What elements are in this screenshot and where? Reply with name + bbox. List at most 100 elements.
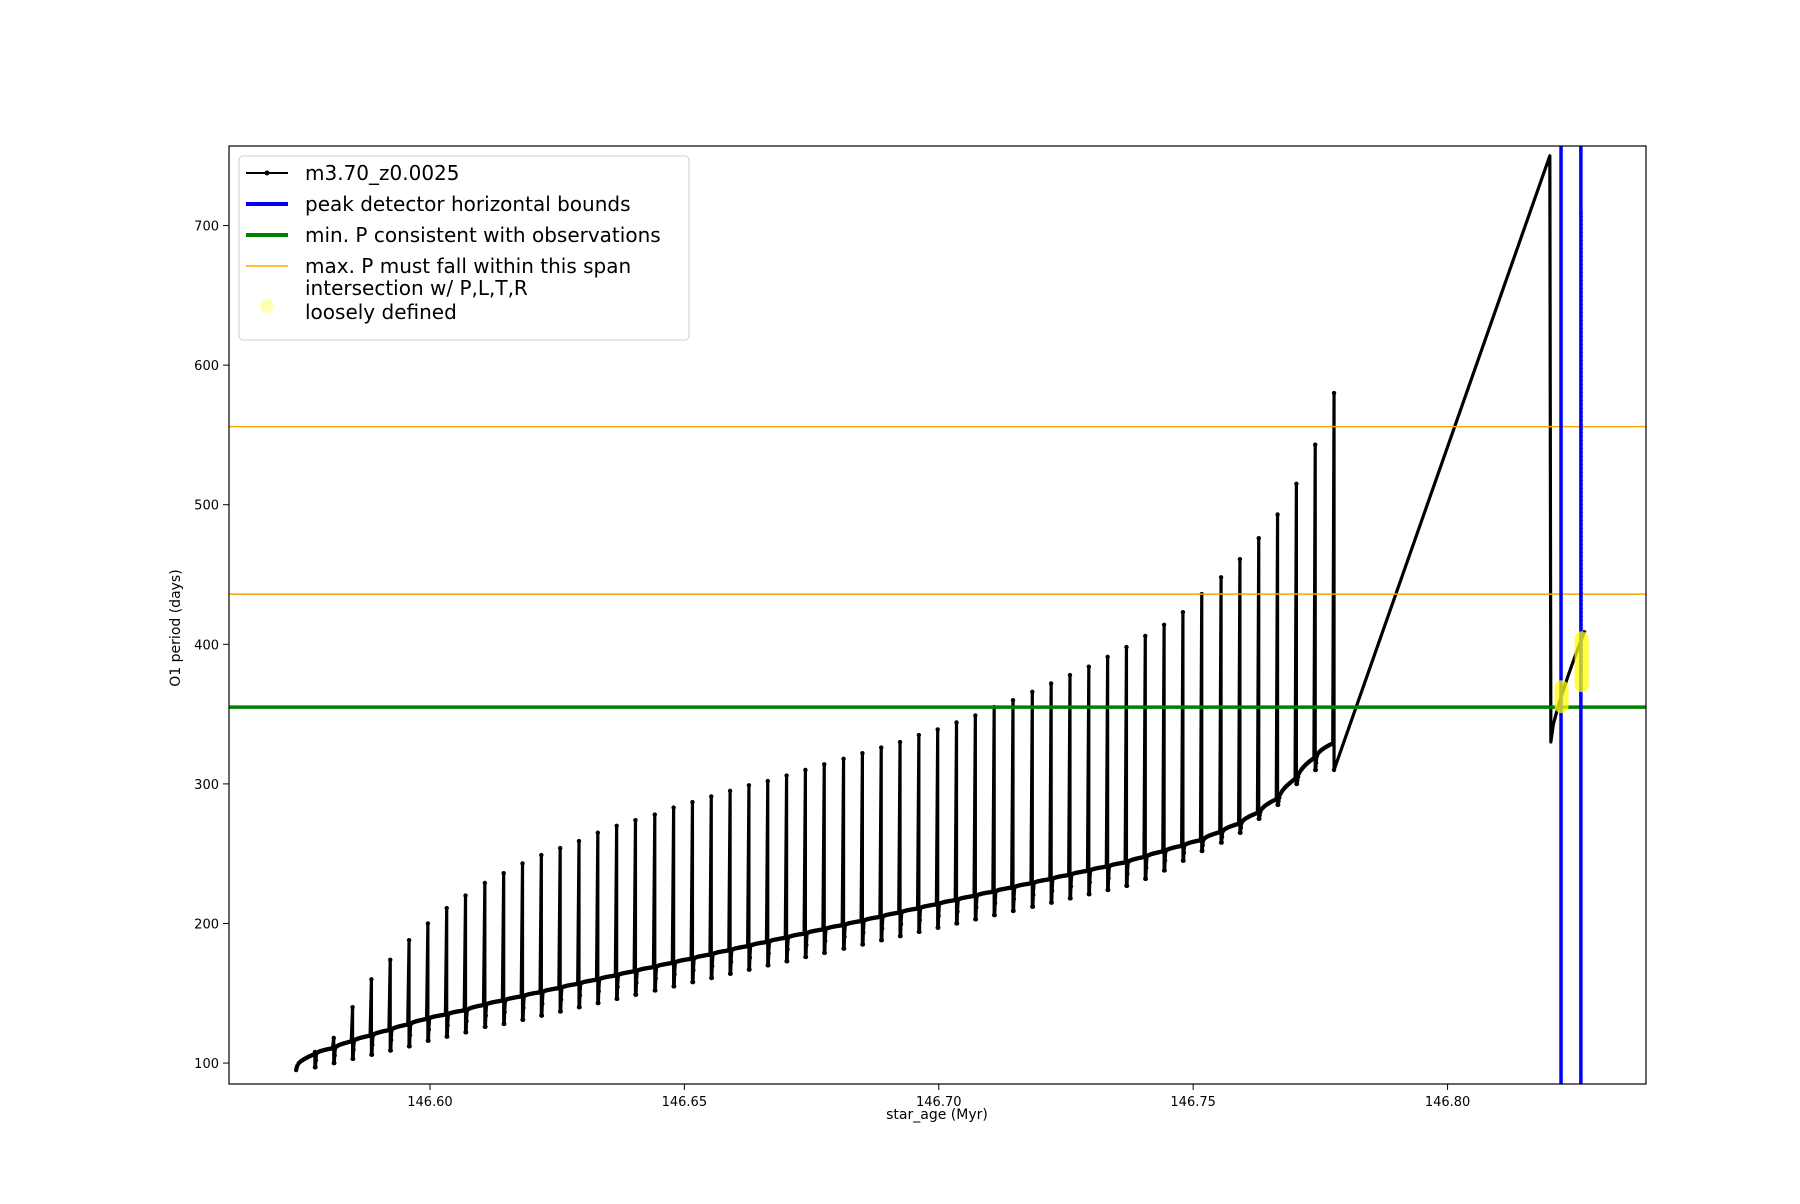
legend-label: loosely defined — [305, 300, 457, 324]
series-point — [1219, 834, 1225, 840]
series-point — [784, 773, 789, 778]
series-point — [653, 988, 658, 993]
series-point — [861, 930, 866, 935]
series-point — [1010, 697, 1016, 703]
y-tick-label: 400 — [194, 638, 219, 653]
series-point — [1330, 741, 1335, 746]
series-point — [1162, 858, 1168, 863]
x-tick-label: 146.80 — [1425, 1095, 1471, 1110]
series-point — [596, 1000, 601, 1006]
series-point — [860, 942, 866, 947]
series-point — [1067, 672, 1073, 678]
series-point — [1106, 887, 1111, 893]
series-point — [464, 1018, 469, 1024]
series-point — [558, 997, 564, 1002]
series-point — [992, 901, 998, 906]
series-point — [841, 946, 847, 951]
series-point — [445, 1023, 450, 1028]
x-tick-label: 146.75 — [1170, 1095, 1216, 1110]
series-point — [313, 1065, 318, 1070]
legend-swatch-marker — [260, 299, 274, 313]
series-point — [1294, 481, 1299, 486]
series-point — [690, 799, 695, 805]
series-point — [1125, 871, 1130, 877]
series-point — [898, 921, 904, 927]
series-point — [1275, 802, 1281, 808]
series-point — [615, 984, 620, 990]
series-point — [690, 979, 696, 985]
series-point — [1313, 442, 1318, 447]
series-point — [1295, 774, 1301, 780]
series-point — [822, 762, 827, 767]
series-point — [1048, 681, 1054, 686]
series-point — [1200, 848, 1205, 854]
series-point — [407, 1032, 413, 1038]
series-point — [1011, 896, 1017, 902]
series-point — [1161, 622, 1167, 627]
legend-entry-2: peak detector horizontal bounds — [246, 192, 631, 216]
series-point — [539, 1013, 545, 1018]
series-point — [1124, 644, 1129, 650]
series-point — [691, 968, 696, 973]
series-point — [351, 1047, 356, 1053]
legend-label: intersection w/ P,L,T,R — [305, 276, 528, 300]
series-point — [747, 955, 753, 960]
series-point — [784, 958, 790, 964]
series-point — [615, 996, 620, 1002]
series-point — [898, 933, 903, 939]
y-tick-label: 700 — [194, 220, 219, 235]
series-point — [822, 938, 828, 944]
series-markers-model — [293, 390, 1337, 1073]
series-point — [709, 794, 714, 799]
series-point — [1238, 830, 1243, 835]
series-point — [521, 1005, 526, 1011]
series-point — [483, 1013, 489, 1018]
series-point — [1218, 575, 1224, 580]
series-point — [1068, 884, 1074, 889]
series-point — [1181, 850, 1187, 856]
series-point — [1143, 633, 1148, 639]
series-point — [747, 967, 752, 972]
series-point — [954, 921, 960, 926]
series-point — [1124, 883, 1130, 888]
series-point — [1219, 840, 1224, 845]
series-point — [917, 917, 923, 923]
series-point — [540, 1001, 545, 1006]
intersection-region-2 — [1574, 631, 1589, 693]
series-point — [842, 934, 847, 939]
series-point — [936, 925, 941, 930]
legend-box — [238, 155, 690, 341]
series-point — [369, 1052, 375, 1057]
series-point — [841, 756, 846, 761]
series-point — [577, 1005, 582, 1010]
series-point — [1237, 556, 1243, 562]
series-point — [1200, 843, 1205, 848]
series-point — [974, 905, 979, 910]
series-point — [502, 1009, 507, 1015]
x-tick-label: 146.70 — [916, 1095, 962, 1110]
series-point — [313, 1058, 319, 1063]
series-point — [332, 1060, 337, 1066]
series-point — [1030, 904, 1036, 909]
series-point — [1011, 908, 1016, 914]
y-tick-label: 600 — [194, 359, 219, 374]
series-point — [406, 938, 412, 943]
series-point — [425, 921, 431, 926]
series-point — [444, 905, 449, 911]
axes-frame — [228, 145, 1647, 1085]
series-point — [709, 975, 715, 981]
series-point — [1086, 664, 1092, 669]
series-point — [672, 972, 677, 977]
series-point — [388, 1048, 393, 1053]
series-point — [860, 750, 865, 756]
series-point — [445, 1034, 450, 1039]
series-point — [955, 909, 960, 914]
series-point — [936, 913, 941, 918]
series-point — [1162, 868, 1167, 873]
series-point — [1256, 536, 1261, 541]
series-point — [879, 926, 885, 931]
series-point — [1030, 689, 1035, 694]
series-point — [652, 812, 657, 817]
series-point — [1313, 760, 1319, 766]
